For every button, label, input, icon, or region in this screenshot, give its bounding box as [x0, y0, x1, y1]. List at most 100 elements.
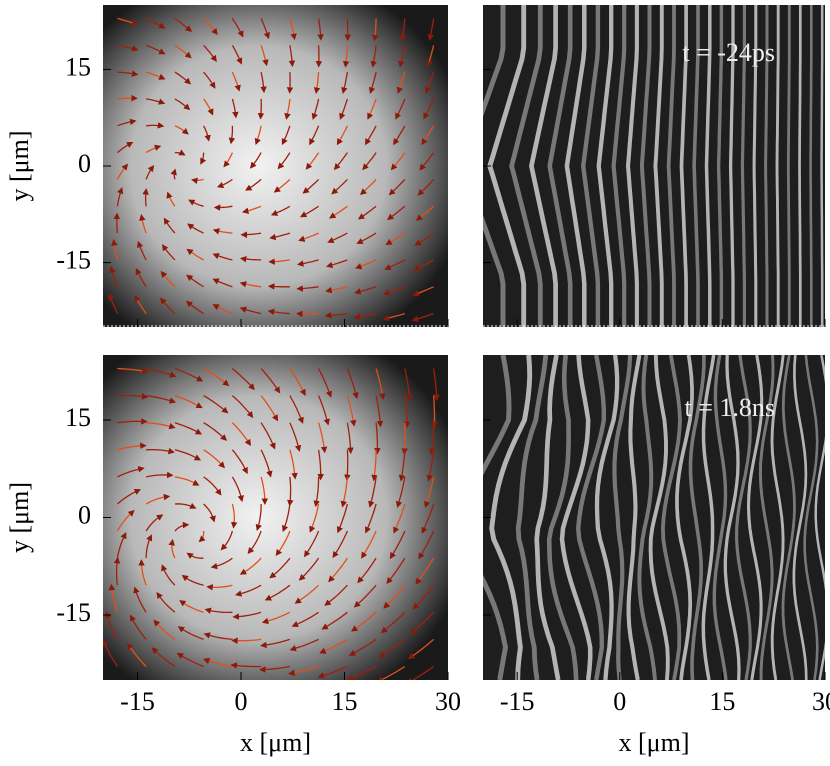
streamline — [203, 449, 225, 469]
streamline — [289, 422, 302, 452]
streamline — [384, 259, 406, 271]
streamline — [117, 118, 137, 127]
streamline — [346, 422, 354, 455]
streamline — [151, 647, 176, 668]
streamline — [240, 231, 262, 238]
streamline — [145, 44, 166, 55]
streamline — [200, 152, 207, 165]
streamline — [166, 191, 176, 207]
streamline — [231, 422, 252, 446]
streamline — [357, 557, 377, 584]
streamline — [395, 98, 406, 120]
streamline — [287, 476, 294, 507]
streamline — [355, 259, 377, 270]
streamline — [374, 422, 381, 455]
streamline — [216, 178, 233, 189]
streamline — [212, 228, 233, 235]
streamline — [361, 530, 377, 559]
streamline — [421, 503, 435, 534]
streamline — [145, 17, 166, 29]
streamline — [328, 557, 348, 583]
streamline — [270, 205, 291, 216]
streamline — [108, 293, 118, 314]
streamline — [351, 611, 377, 632]
streamline — [174, 125, 189, 135]
streamline — [318, 368, 332, 398]
fringe — [704, 5, 712, 327]
streamline — [353, 312, 377, 320]
streamline — [412, 584, 435, 610]
streamline — [291, 611, 319, 628]
streamline — [161, 564, 176, 586]
streamline — [203, 125, 211, 142]
streamline — [242, 205, 262, 214]
streamline — [289, 638, 319, 652]
panel — [103, 355, 448, 680]
streamline — [353, 584, 377, 608]
y-tick-label: 0 — [78, 149, 91, 178]
streamline — [231, 44, 243, 65]
fringe — [612, 355, 633, 680]
streamline — [370, 45, 377, 68]
streamline — [260, 395, 279, 422]
fringe — [740, 5, 746, 327]
streamline — [231, 98, 239, 119]
streamline — [317, 422, 328, 454]
streamline — [331, 178, 348, 195]
fringe — [814, 355, 825, 680]
streamline — [364, 125, 377, 146]
streamline — [415, 557, 435, 585]
x-tick-label: -15 — [500, 687, 535, 716]
streamline — [423, 476, 435, 509]
streamline — [399, 18, 407, 42]
streamline — [116, 488, 141, 505]
streamline — [328, 205, 348, 219]
streamline — [259, 665, 291, 673]
streamline — [228, 125, 236, 145]
streamline — [204, 607, 233, 614]
streamline — [257, 98, 265, 120]
streamline — [275, 530, 291, 557]
time-label: t = 1.8ns — [684, 393, 775, 422]
streamline — [103, 639, 118, 667]
streamline — [174, 502, 197, 509]
streamline — [117, 17, 139, 26]
streamline — [153, 619, 176, 640]
x-tick-label: 30 — [435, 687, 461, 716]
streamline — [362, 152, 377, 171]
streamline — [303, 530, 320, 558]
streamline — [113, 212, 121, 234]
fringe — [692, 5, 700, 327]
x-tick-label: 15 — [332, 687, 358, 716]
streamline — [174, 449, 202, 461]
streamline — [383, 286, 406, 296]
streamline — [127, 642, 147, 667]
x-axis-label: x [μm] — [240, 728, 311, 757]
fringe — [746, 355, 764, 680]
streamline — [327, 232, 348, 244]
density-image — [103, 355, 448, 680]
streamline — [288, 665, 319, 676]
fringe — [515, 355, 549, 680]
streamline — [367, 98, 377, 120]
fringe — [712, 355, 728, 680]
streamline — [161, 244, 176, 261]
streamline — [418, 530, 435, 560]
streamline — [203, 503, 216, 523]
streamline — [302, 178, 320, 194]
streamline — [176, 652, 204, 668]
streamline — [231, 449, 248, 475]
streamline — [212, 278, 233, 288]
streamline — [230, 503, 238, 529]
fringe — [626, 355, 642, 680]
streamline — [410, 611, 435, 635]
streamline — [210, 557, 233, 570]
streamline — [389, 530, 406, 560]
streamline — [145, 493, 171, 505]
streamline — [371, 449, 378, 482]
streamline — [187, 223, 204, 234]
y-tick-label: 0 — [78, 500, 91, 529]
streamline — [264, 584, 291, 601]
streamline — [117, 70, 139, 77]
